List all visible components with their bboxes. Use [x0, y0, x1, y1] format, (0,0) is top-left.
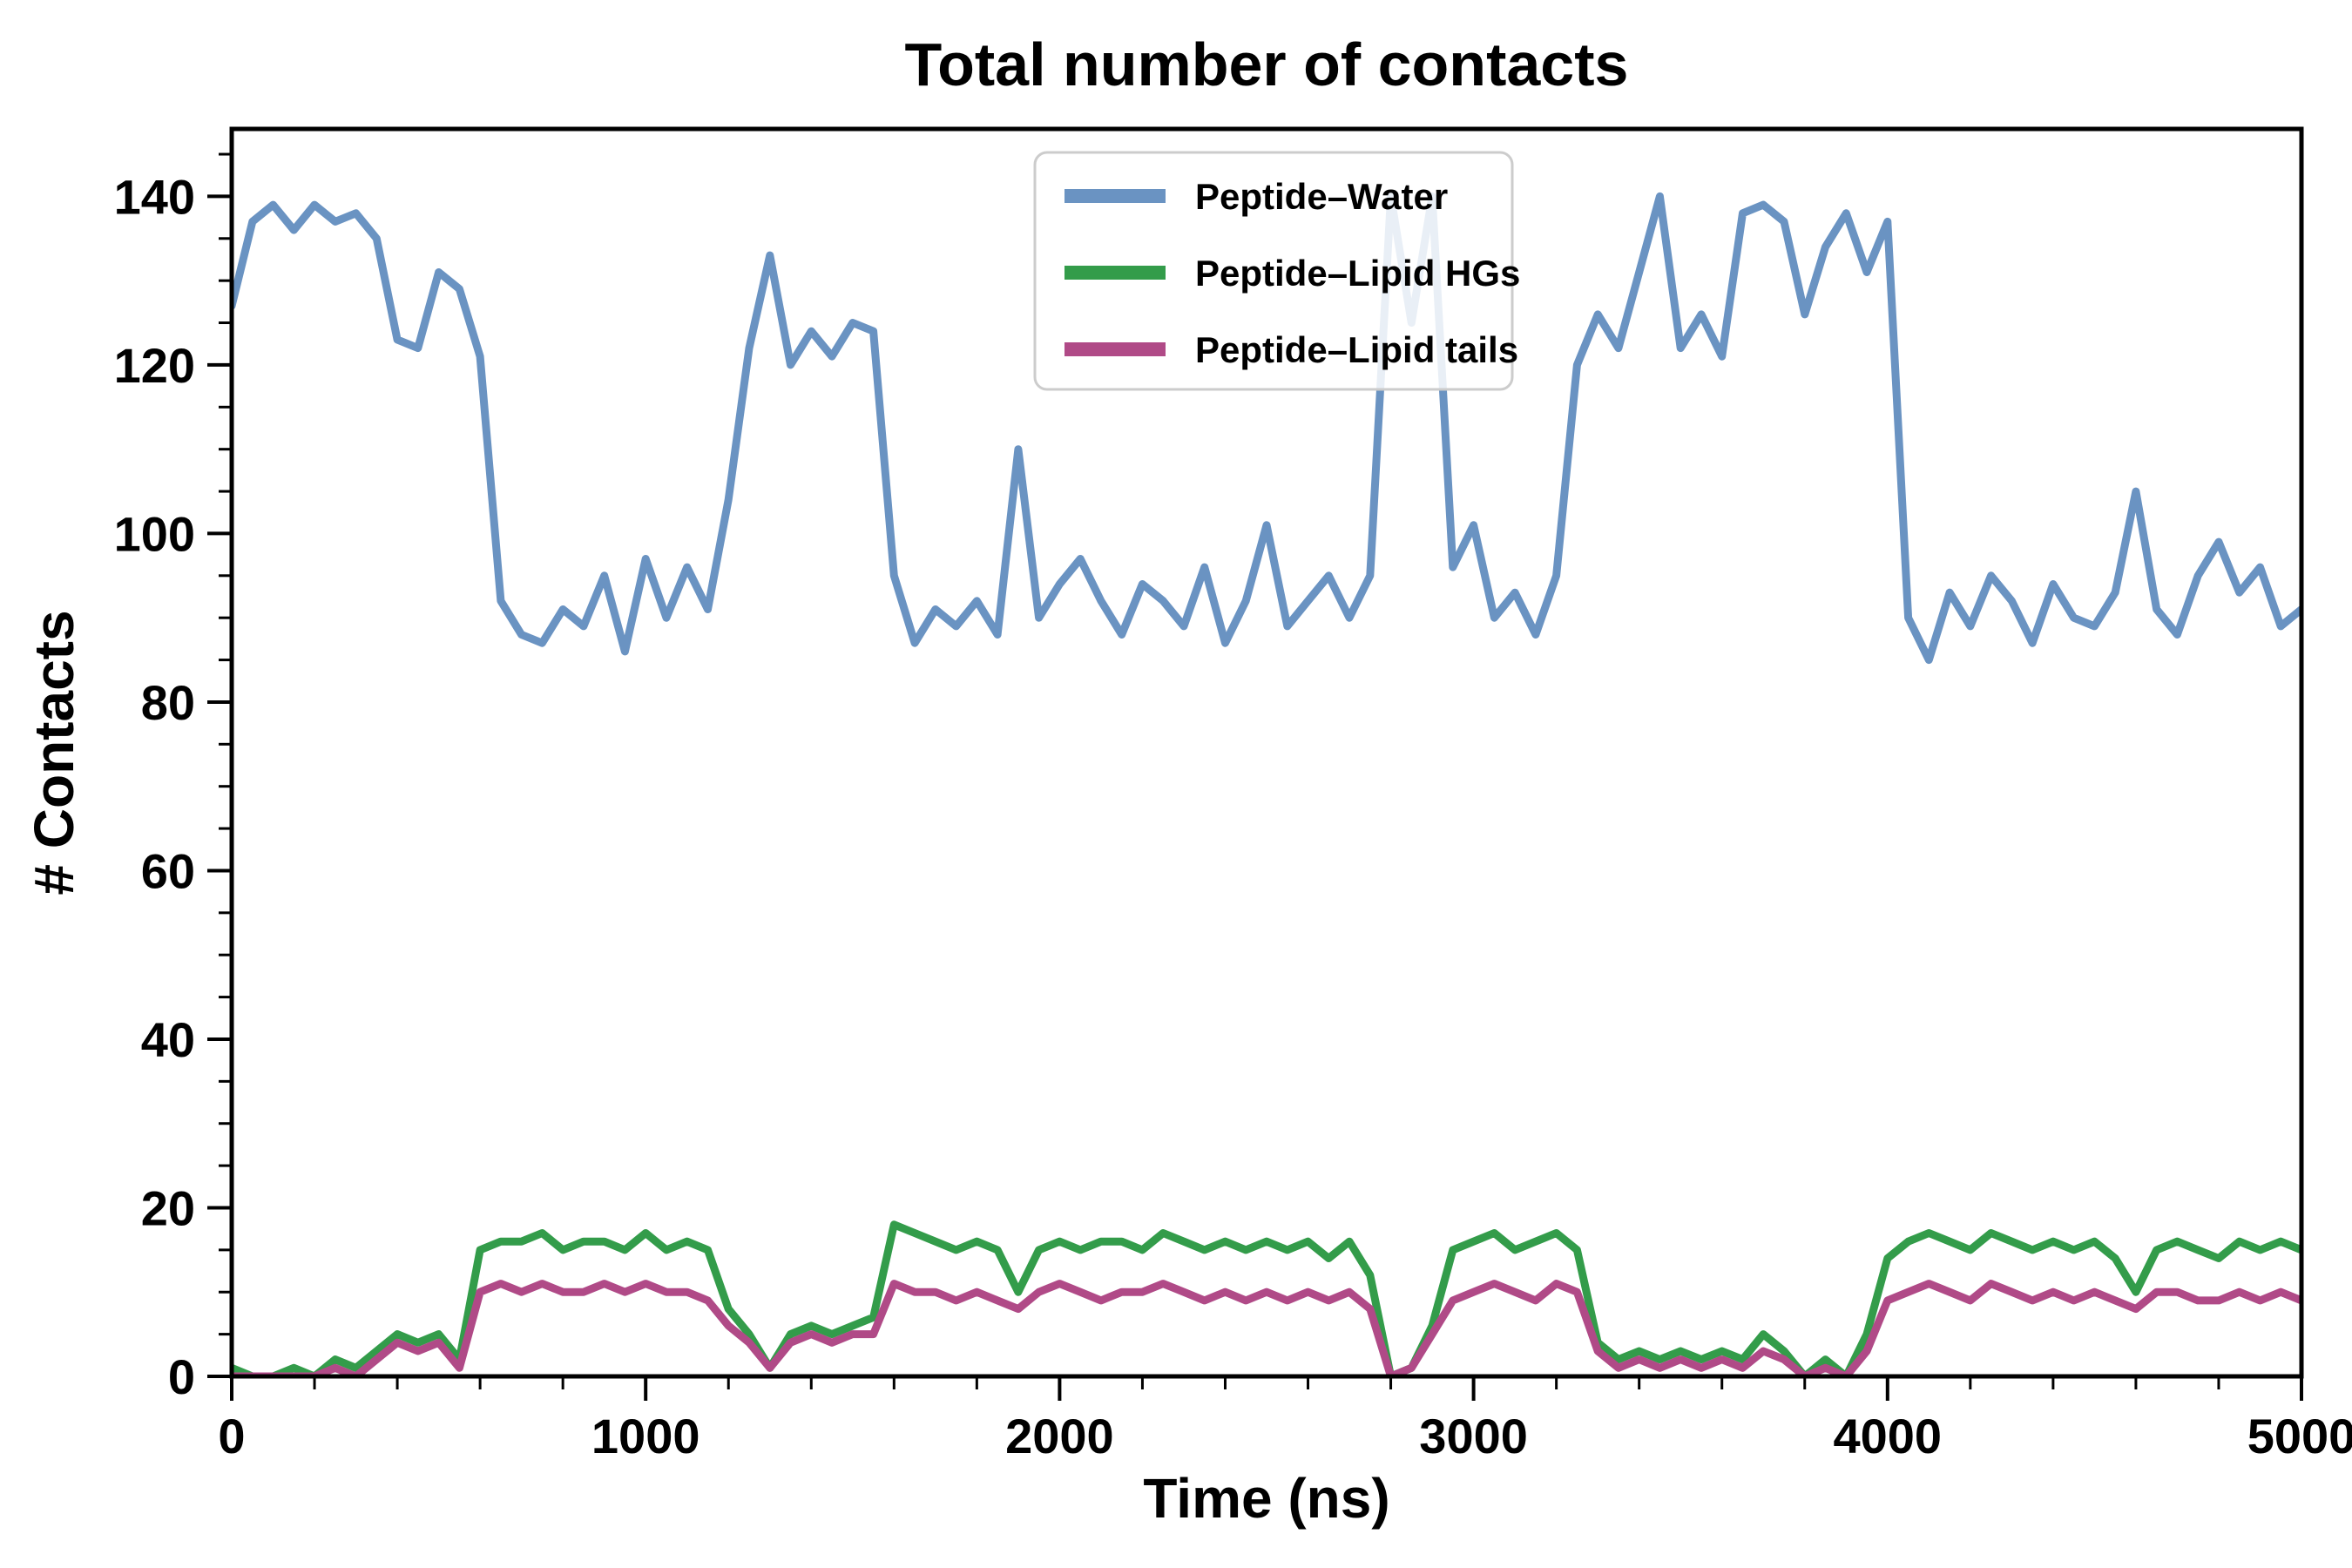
series-line-peptide-water [232, 192, 2301, 665]
y-axis-label: # Contacts [23, 610, 85, 895]
series-line-peptide-lipid-hgs [232, 1220, 2301, 1376]
x-tick-label: 2000 [1005, 1409, 1114, 1463]
x-tick-label: 4000 [1834, 1409, 1943, 1463]
axis-ticks: 0 1000 2000 3000 4000 5000 0 20 40 60 80 100 120 140 [114, 152, 2352, 1463]
y-tick-label: 60 [141, 843, 195, 898]
y-tick-label: 40 [141, 1012, 195, 1067]
x-tick-label: 5000 [2247, 1409, 2352, 1463]
plot-series [232, 192, 2301, 1376]
x-tick-label: 1000 [591, 1409, 700, 1463]
y-tick-label: 140 [114, 169, 195, 224]
x-tick-label: 3000 [1419, 1409, 1528, 1463]
legend-label: Peptide–Lipid HGs [1195, 253, 1520, 294]
legend-label: Peptide–Lipid tails [1195, 329, 1518, 370]
y-tick-label: 0 [168, 1349, 195, 1404]
chart-title: Total number of contacts [905, 30, 1629, 98]
legend-box [1033, 151, 1514, 391]
y-tick-label: 20 [141, 1180, 195, 1235]
legend-label: Peptide–Water [1195, 176, 1448, 217]
x-axis-label: Time (ns) [1143, 1467, 1389, 1530]
y-tick-label: 100 [114, 506, 195, 561]
y-tick-label: 80 [141, 675, 195, 730]
legend: Peptide–Water Peptide–Lipid HGs Peptide–Li… [1033, 151, 1520, 391]
x-tick-label: 0 [218, 1409, 245, 1463]
y-tick-label: 120 [114, 338, 195, 393]
plot-frame [229, 126, 2304, 1379]
series-line-peptide-lipid-tails [232, 1280, 2301, 1376]
